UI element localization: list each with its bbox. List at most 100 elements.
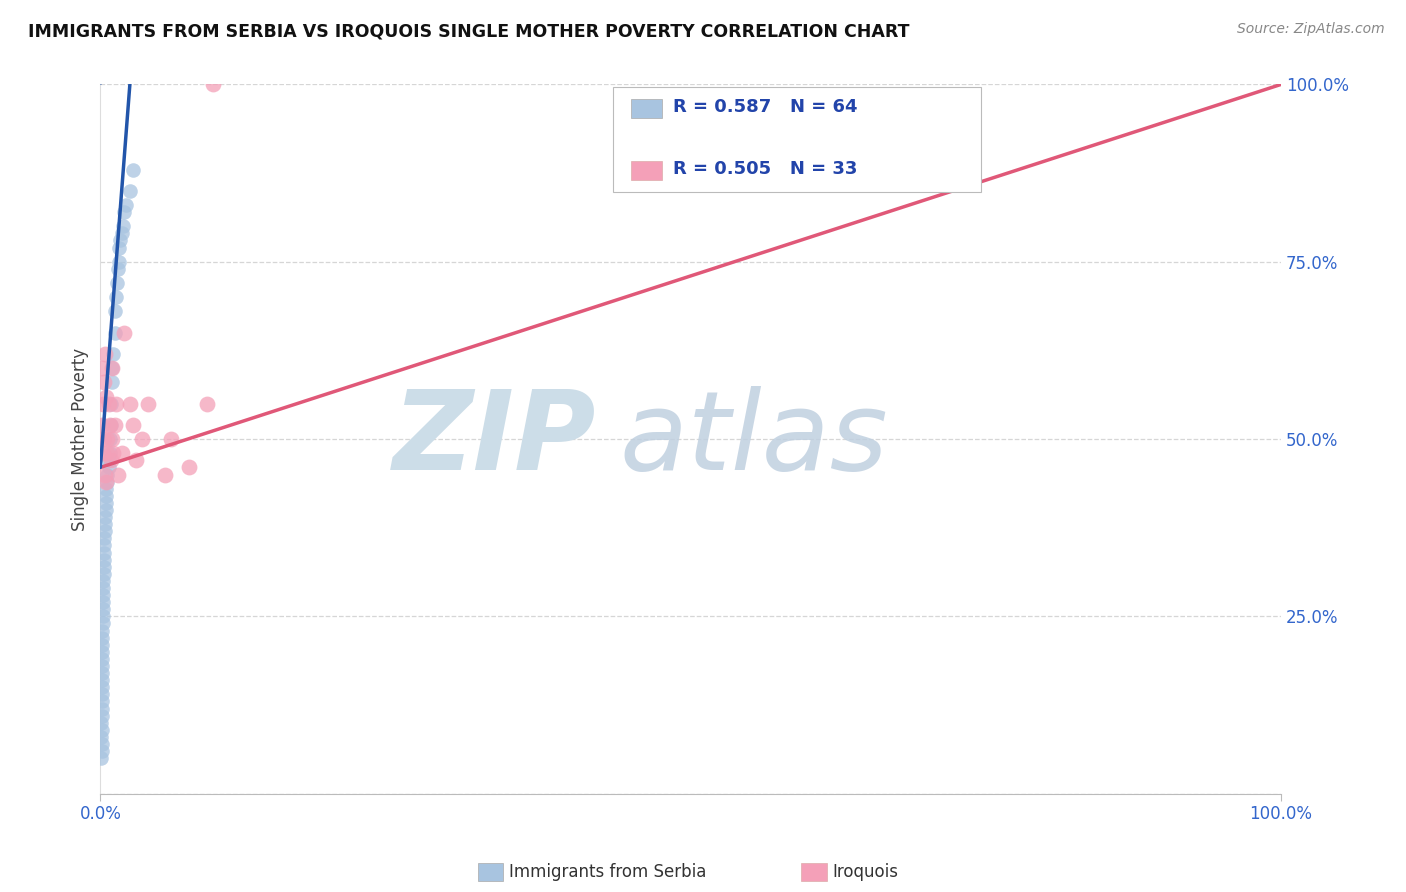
Point [155,467,177,482]
Point [91,574,114,588]
Point [94,510,117,524]
Point [97,460,120,475]
Point [93,545,115,559]
Point [91,638,114,652]
Point [94,503,117,517]
Point [93,532,115,546]
Point [91,624,114,638]
Point [125,453,148,467]
Point [90,751,112,765]
Point [91,581,114,595]
Point [177,460,200,475]
Point [100,417,122,432]
Y-axis label: Single Mother Poverty: Single Mother Poverty [72,348,89,531]
Point [93,376,115,390]
Point [90,730,112,744]
Point [107,261,129,276]
Point [101,376,124,390]
Point [101,432,124,446]
Point [98,446,121,460]
Point [103,347,125,361]
Point [96,475,118,489]
Point [90,708,112,723]
Text: R = 0.505   N = 33: R = 0.505 N = 33 [673,161,858,178]
Point [90,417,112,432]
Point [107,467,129,482]
Point [103,446,125,460]
Point [101,361,124,376]
Text: IMMIGRANTS FROM SERBIA VS IROQUOIS SINGLE MOTHER POVERTY CORRELATION CHART: IMMIGRANTS FROM SERBIA VS IROQUOIS SINGL… [28,22,910,40]
Point [90,723,112,737]
Point [91,396,114,410]
Point [96,446,118,460]
Point [90,673,112,688]
Text: atlas: atlas [620,385,889,492]
Point [110,227,132,241]
Point [112,326,135,340]
Point [98,417,121,432]
Text: Iroquois: Iroquois [832,863,898,881]
Point [91,609,114,624]
Point [98,432,121,446]
Point [96,432,118,446]
Point [122,162,145,177]
Point [96,482,118,496]
Point [97,396,120,410]
Point [93,538,115,552]
Point [90,694,112,708]
Point [96,467,118,482]
Point [90,687,112,701]
Point [93,559,115,574]
Point [103,304,125,318]
Point [115,198,138,212]
Point [90,681,112,695]
Point [108,241,131,255]
Text: Source: ZipAtlas.com: Source: ZipAtlas.com [1237,22,1385,37]
Point [90,361,112,376]
Point [122,417,145,432]
Point [96,496,118,510]
Point [96,489,118,503]
Point [110,446,132,460]
Point [103,326,125,340]
Point [93,432,115,446]
Point [94,347,117,361]
Point [96,390,118,404]
Point [110,234,132,248]
Text: R = 0.587   N = 64: R = 0.587 N = 64 [673,98,858,117]
Point [90,701,112,715]
Point [104,396,127,410]
Point [160,432,183,446]
Point [93,566,115,581]
Point [91,616,114,631]
Point [105,276,128,290]
Point [91,588,114,602]
Point [131,432,153,446]
Point [101,361,124,376]
Point [91,595,114,609]
Point [100,396,122,410]
Point [111,219,134,234]
Text: Immigrants from Serbia: Immigrants from Serbia [509,863,706,881]
Point [91,645,114,659]
Point [97,453,120,467]
Point [90,666,112,681]
Point [100,453,122,467]
Point [112,205,135,219]
Point [93,552,115,566]
Point [91,446,114,460]
Point [104,290,127,304]
Point [96,475,118,489]
Text: ZIP: ZIP [392,385,596,492]
Point [94,517,117,532]
Point [136,396,159,410]
Point [201,78,224,92]
Point [91,602,114,616]
Point [103,417,125,432]
Point [94,467,117,482]
Point [118,184,141,198]
Point [91,659,114,673]
Point [91,631,114,645]
Point [91,652,114,666]
Point [90,715,112,730]
